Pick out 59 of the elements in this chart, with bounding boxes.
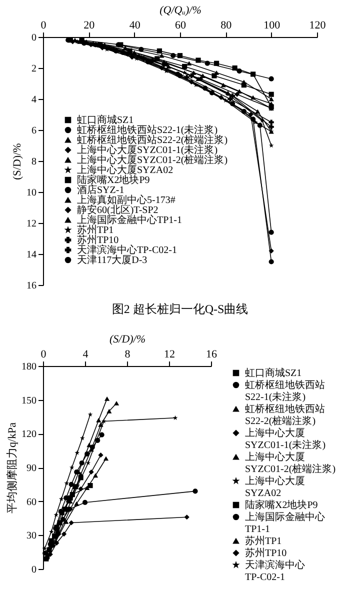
y-tick-label: 30 — [26, 530, 36, 542]
legend-label: 上海中心大厦SYZC01-2(桩端注浆) — [245, 451, 336, 475]
legend-label: 苏州TP1 — [77, 224, 114, 236]
legend-label: 虹桥枢纽地铁西站S22-1(未注浆) — [245, 379, 325, 403]
x-tick-label: 120 — [309, 20, 326, 32]
text: 图2 超长桩归一化Q-S曲线 — [112, 302, 248, 316]
y-tick-label: 12 — [26, 218, 36, 230]
y-tick-label: 0 — [32, 564, 36, 576]
y-tick-label: 150 — [22, 395, 36, 406]
y-tick-label: 4 — [32, 94, 36, 106]
legend-label: 虹桥枢纽地铁西站S22-2(桩端注浆) — [77, 134, 228, 146]
y-tick-label: 16 — [26, 280, 36, 292]
y-tick-label: 90 — [26, 463, 36, 474]
legend-label: 虹桥枢纽地铁西站S22-2(桩端注浆) — [245, 403, 325, 427]
legend-label: 上海国际金融中心TP1-1 — [245, 511, 325, 535]
legend-label: 天津滨海中心TP-C02-1 — [77, 244, 177, 256]
y-axis-title: 平均侧摩阻力q/kPa — [6, 422, 18, 514]
legend-label: 虹口商城SZ1 — [77, 114, 134, 126]
y-tick-label: 6 — [32, 126, 36, 136]
x-axis-title: (S/D)/% — [109, 334, 146, 346]
x-tick-label: 100 — [264, 20, 281, 32]
legend-label: 上海中心大厦SYZA02 — [77, 164, 174, 176]
x-tick-label: 12 — [164, 348, 175, 360]
legend-label: 上海国际金融中心TP1-1 — [77, 214, 182, 226]
x-tick-label: 40 — [129, 20, 141, 32]
y-tick-label: 8 — [32, 156, 36, 168]
legend-label: 天津滨海中心TP-C02-1 — [245, 559, 305, 583]
legend-label: 天津117大厦D-3 — [77, 254, 148, 266]
legend-label: 陆家嘴X2地块P9 — [77, 174, 150, 186]
y-tick-label: 120 — [22, 429, 36, 440]
y-tick-label: 0 — [32, 32, 36, 44]
x-tick-label: 0 — [40, 20, 47, 32]
x-tick-label: 4 — [82, 348, 89, 360]
legend-label: 上海中心大厦SYZA02 — [245, 475, 305, 499]
legend-label: 苏州TP10 — [245, 547, 287, 559]
legend-label: 上海中心大厦SYZC01-1(未注浆) — [245, 427, 326, 451]
x-tick-label: 80 — [220, 20, 232, 32]
legend-label: 静安60(北区)T-SP2 — [77, 204, 158, 216]
legend-label: 虹口商城SZ1 — [245, 367, 302, 379]
legend-label: 上海真如副中心5-173# — [77, 194, 176, 206]
legend-label: 上海中心大厦SYZC01-2(桩端注浆) — [77, 154, 228, 166]
legend-label: 苏州TP1 — [245, 535, 282, 547]
x-axis-title: (Q/Qᵤ)/% — [160, 4, 202, 16]
x-tick-label: 60 — [175, 20, 186, 32]
legend-label: 酒店SYZ-1 — [77, 184, 124, 196]
y-tick-label: 60 — [26, 496, 36, 508]
x-tick-label: 0 — [40, 348, 47, 360]
legend-label: 苏州TP10 — [77, 234, 119, 246]
y-axis-title: (S/D)/% — [12, 143, 24, 180]
x-tick-label: 20 — [84, 20, 96, 32]
legend-label: 陆家嘴X2地块P9 — [245, 499, 318, 511]
legend-label: 上海中心大厦SYZC01-1(未注浆) — [77, 144, 218, 156]
legend-label: 虹桥枢纽地铁西站S22-1(未注浆) — [77, 124, 218, 136]
x-tick-label: 16 — [206, 348, 218, 360]
x-tick-label: 8 — [124, 348, 131, 360]
y-tick-label: 2 — [32, 64, 36, 74]
y-tick-label: 14 — [26, 250, 36, 260]
y-tick-label: 10 — [26, 188, 36, 198]
y-tick-label: 180 — [22, 362, 36, 372]
